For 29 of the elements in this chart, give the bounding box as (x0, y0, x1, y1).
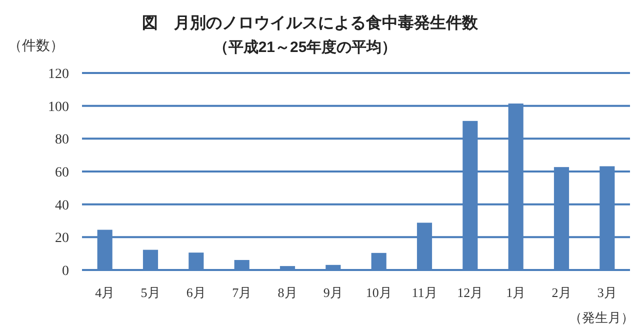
y-tick-label: 60 (55, 166, 69, 180)
x-tick-label: 6月 (186, 285, 206, 300)
x-tick-label: 4月 (95, 285, 115, 300)
bar (326, 264, 341, 270)
bar (142, 250, 158, 270)
x-tick-label: 10月 (366, 285, 392, 300)
x-tick-label: 12月 (457, 285, 484, 300)
bar (280, 266, 296, 270)
x-tick-label: 8月 (278, 285, 298, 300)
x-axis-title: （発生月） (569, 310, 634, 325)
chart-title: 図 月別のノロウイルスによる食中毒発生件数 (142, 14, 479, 32)
y-tick-label: 40 (55, 198, 69, 214)
x-tick-label: 3月 (597, 285, 617, 300)
x-tick-label: 5月 (140, 285, 160, 300)
bar (188, 252, 204, 270)
y-tick-label: 100 (48, 100, 69, 115)
y-tick-label: 80 (55, 132, 69, 148)
y-tick-label: 120 (48, 67, 69, 82)
x-tick-label: 2月 (552, 285, 572, 300)
x-tick-label: 11月 (412, 285, 438, 300)
y-tick-label: 0 (62, 264, 69, 279)
bar (371, 252, 386, 270)
y-axis-title: （件数） (8, 37, 64, 53)
x-tick-label: 1月 (506, 285, 526, 300)
chart-subtitle: （平成21～25年度の平均） (213, 38, 397, 56)
y-tick-label: 20 (55, 231, 69, 246)
x-tick-label: 9月 (323, 285, 343, 300)
bar (234, 260, 250, 270)
x-tick-label: 7月 (232, 285, 252, 300)
